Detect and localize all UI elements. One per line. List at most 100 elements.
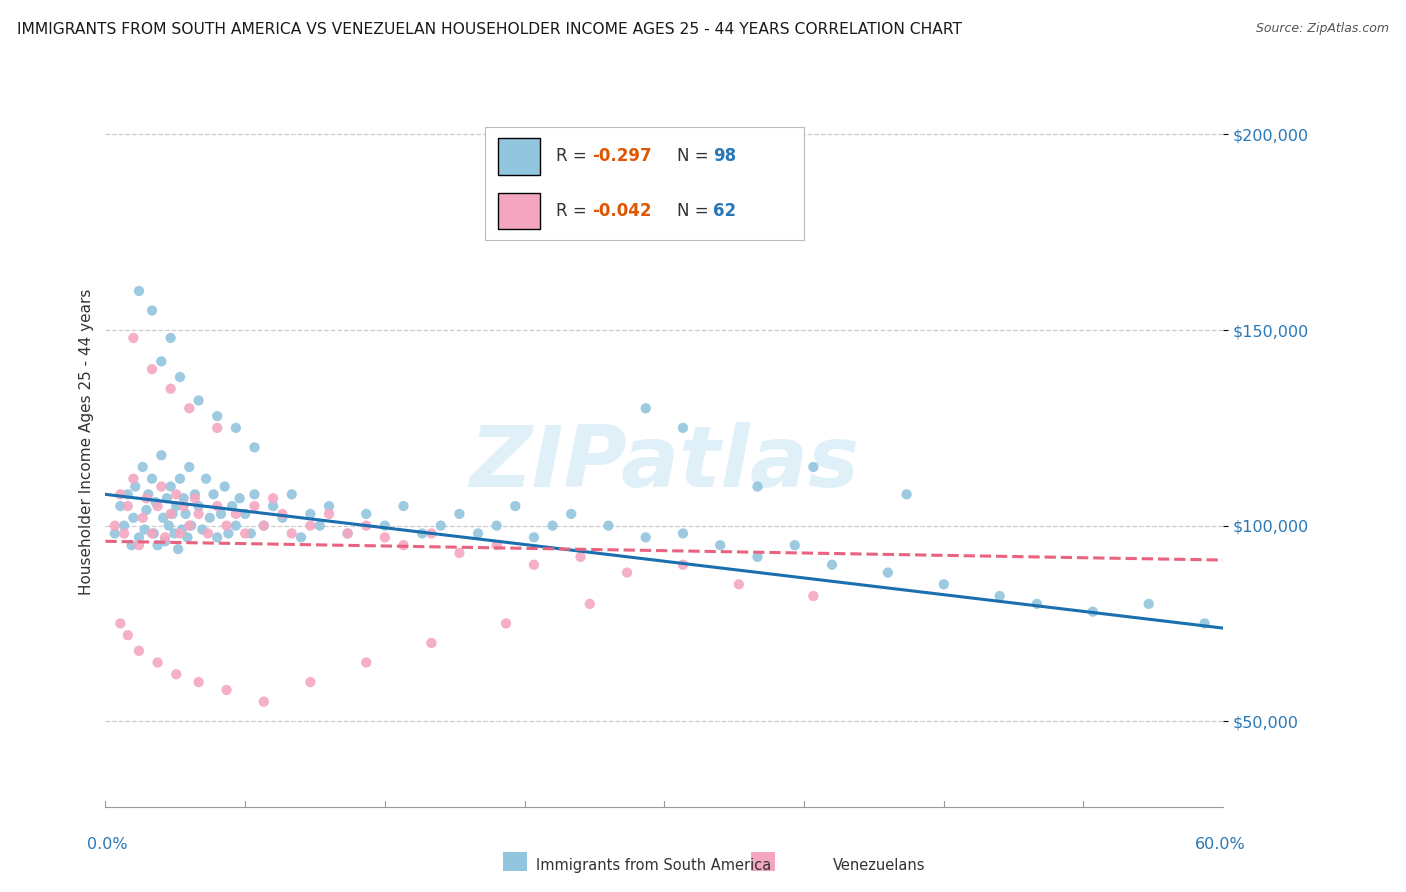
Point [159, 507, 181, 521]
Point [728, 577, 751, 591]
Point [135, 491, 157, 506]
Point [672, 558, 695, 572]
Point [374, 518, 396, 533]
Point [205, 409, 228, 423]
Point [215, 682, 238, 697]
Point [153, 534, 176, 549]
Point [217, 526, 239, 541]
Point [165, 487, 187, 501]
Point [336, 526, 359, 541]
Point [179, 518, 201, 533]
Point [128, 530, 150, 544]
Point [110, 499, 132, 513]
Point [124, 479, 146, 493]
Point [117, 487, 139, 501]
Point [318, 499, 340, 513]
Point [228, 491, 250, 506]
Point [152, 511, 174, 525]
Point [173, 491, 195, 506]
Point [225, 421, 247, 435]
Point [1137, 597, 1160, 611]
Point [523, 530, 546, 544]
Point [122, 331, 145, 345]
Point [165, 499, 187, 513]
Point [179, 460, 201, 475]
Text: Source: ZipAtlas.com: Source: ZipAtlas.com [1256, 22, 1389, 36]
Point [243, 487, 266, 501]
Point [146, 538, 169, 552]
Point [221, 499, 243, 513]
Point [709, 538, 731, 552]
Point [747, 479, 769, 493]
Point [253, 518, 276, 533]
Point [110, 616, 132, 631]
Point [233, 507, 256, 521]
Point [420, 636, 443, 650]
Point [467, 526, 489, 541]
Point [132, 460, 155, 475]
Point [197, 526, 219, 541]
Point [104, 526, 127, 541]
Point [318, 507, 340, 521]
Point [159, 479, 181, 493]
Point [150, 479, 173, 493]
Point [988, 589, 1011, 603]
Point [187, 507, 209, 521]
Point [163, 526, 186, 541]
Point [449, 546, 471, 560]
Text: IMMIGRANTS FROM SOUTH AMERICA VS VENEZUELAN HOUSEHOLDER INCOME AGES 25 - 44 YEAR: IMMIGRANTS FROM SOUTH AMERICA VS VENEZUE… [17, 22, 962, 37]
Point [184, 491, 207, 506]
Point [141, 303, 163, 318]
Point [159, 382, 181, 396]
Point [187, 675, 209, 690]
Point [430, 518, 453, 533]
Point [112, 518, 135, 533]
Point [523, 558, 546, 572]
Point [165, 667, 187, 681]
Point [747, 549, 769, 564]
Point [299, 507, 322, 521]
Point [176, 530, 198, 544]
Point [821, 558, 844, 572]
Point [167, 542, 190, 557]
Point [184, 487, 207, 501]
Point [803, 589, 825, 603]
Text: Immigrants from South America: Immigrants from South America [536, 858, 772, 873]
Point [150, 354, 173, 368]
Point [128, 538, 150, 552]
Point [110, 487, 132, 501]
Text: 60.0%: 60.0% [1195, 837, 1246, 852]
Point [299, 518, 322, 533]
Point [112, 526, 135, 541]
Point [281, 487, 304, 501]
Point [420, 526, 443, 541]
Point [173, 499, 195, 513]
Point [214, 479, 236, 493]
Point [150, 448, 173, 462]
Point [128, 644, 150, 658]
Point [672, 421, 695, 435]
Point [205, 421, 228, 435]
Point [202, 487, 225, 501]
Point [896, 487, 918, 501]
Point [308, 518, 330, 533]
Y-axis label: Householder Income Ages 25 - 44 years: Householder Income Ages 25 - 44 years [79, 288, 94, 595]
Point [877, 566, 900, 580]
Point [233, 526, 256, 541]
Point [803, 460, 825, 475]
Point [271, 511, 294, 525]
Point [541, 518, 564, 533]
Point [354, 656, 377, 670]
Point [485, 538, 508, 552]
Point [253, 695, 276, 709]
Point [191, 523, 214, 537]
Point [198, 511, 221, 525]
Point [374, 530, 396, 544]
Text: Venezuelans: Venezuelans [832, 858, 925, 873]
Point [146, 656, 169, 670]
Bar [751, 852, 775, 871]
Text: ZIPatlas: ZIPatlas [470, 422, 859, 505]
Point [392, 538, 415, 552]
Point [104, 518, 127, 533]
Point [215, 518, 238, 533]
